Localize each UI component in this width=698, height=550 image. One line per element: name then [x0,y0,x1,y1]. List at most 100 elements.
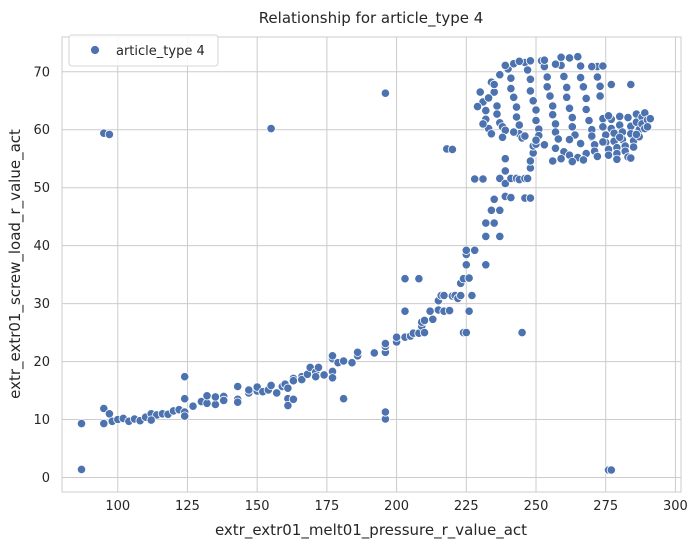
data-point [369,348,379,358]
data-point [542,72,552,82]
data-point [76,464,87,474]
data-point [470,245,480,255]
data-point [319,370,329,380]
data-point [347,358,357,368]
data-point [606,465,616,475]
data-point [528,96,538,106]
data-point [461,327,471,338]
y-tick-label: 30 [33,297,50,312]
data-point [478,119,488,129]
data-point [313,362,324,372]
data-point [283,383,293,393]
data-point [461,260,471,270]
data-point [99,403,109,414]
x-tick-label: 175 [314,499,339,514]
legend-box [68,34,219,67]
data-point [244,385,254,395]
data-point [233,381,243,392]
data-point [531,105,541,115]
data-point [575,61,586,71]
data-point [575,73,586,83]
data-point [525,74,536,84]
data-point [497,132,508,142]
y-tick-label: 40 [33,239,50,254]
data-point [545,91,555,101]
data-point [266,380,276,390]
data-point [556,52,566,62]
data-point [99,418,109,429]
x-tick-label: 200 [384,499,409,514]
data-point [522,65,533,75]
data-point [495,205,505,215]
data-point [481,106,491,116]
data-point [511,112,522,122]
data-point [461,245,471,255]
data-point [559,71,569,82]
data-point [338,394,349,404]
data-point [626,153,636,163]
data-point [486,129,496,139]
data-point [564,53,575,63]
data-point [414,274,424,284]
data-point [645,114,655,124]
chart-title: Relationship for article_type 4 [259,9,484,28]
data-point [520,131,530,141]
data-point [581,104,591,115]
legend-marker [90,45,100,55]
data-point [567,122,577,132]
data-point [311,372,321,382]
data-point [439,290,449,301]
data-point [495,173,505,183]
data-point [573,52,583,62]
data-point [642,122,653,132]
data-point [548,110,558,120]
x-tick-labels: 100 125 150 175 200 225 250 275 300 [105,499,687,514]
data-point [539,55,550,65]
data-point [553,134,563,144]
data-point [615,132,625,142]
data-point [500,166,510,176]
data-point [595,91,605,101]
data-point [456,290,466,301]
data-point [219,395,229,405]
data-point [76,418,87,429]
data-point [514,56,524,66]
data-point [587,61,597,72]
data-point [587,131,597,141]
data-point [598,61,608,71]
data-point [628,142,639,152]
data-point [180,394,190,404]
data-point [391,332,402,342]
data-point [506,73,516,83]
data-point [146,415,156,425]
data-point [492,109,502,119]
data-point [400,274,410,284]
data-point [447,144,457,154]
data-point [514,120,524,130]
data-point [612,154,622,164]
data-point [380,407,390,417]
data-point [522,173,533,183]
legend: article_type 4 [68,34,219,67]
data-point [603,150,614,160]
data-point [542,82,552,92]
data-point [475,87,485,97]
data-point [592,72,603,82]
data-point [428,314,438,324]
data-point [556,154,566,164]
data-point [202,391,212,401]
data-point [492,101,502,111]
data-point [327,373,338,383]
data-point [233,397,243,407]
data-point [489,194,499,204]
x-tick-label: 250 [524,499,549,514]
data-point [581,93,591,104]
x-tick-label: 300 [663,499,688,514]
data-point [470,174,480,184]
x-tick-label: 275 [593,499,618,514]
data-point [578,155,589,165]
data-point [525,193,536,203]
data-point [500,60,510,71]
y-tick-label: 20 [33,355,50,370]
data-point [531,115,541,126]
